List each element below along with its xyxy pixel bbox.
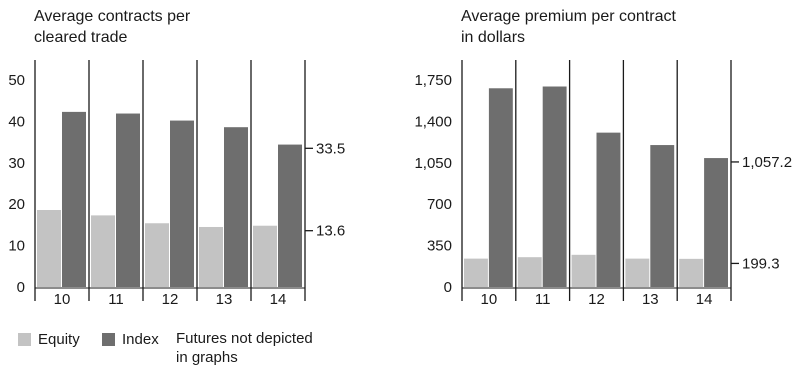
- contracts-x-tick-label: 13: [216, 291, 233, 308]
- contracts-x-tick-label: 11: [108, 291, 124, 308]
- premium-y-tick-label: 1,050: [414, 155, 452, 172]
- contracts-y-tick-label: 0: [17, 279, 25, 296]
- contracts-y-tick-label: 50: [8, 72, 25, 89]
- legend-item-equity: Equity: [18, 331, 80, 348]
- legend-note-line: Futures not depicted: [176, 330, 313, 347]
- contracts-x-tick-label: 14: [270, 291, 287, 308]
- premium-bar-equity: [625, 258, 650, 287]
- chart-title-line: Average contracts per: [34, 8, 191, 25]
- premium-bar-equity: [571, 254, 596, 287]
- contracts-bar-index: [224, 127, 248, 287]
- chart-title-line: Average premium per contract: [461, 8, 676, 25]
- premium-bar-equity: [464, 258, 488, 287]
- contracts-bar-index: [278, 144, 302, 287]
- chart-title-premium: Average premium per contract in dollars: [461, 6, 741, 48]
- contracts-annotation-label: 33.5: [316, 140, 345, 157]
- contracts-bar-index: [170, 120, 194, 288]
- premium-annotation-label: 1,057.2: [742, 154, 792, 171]
- premium-bar-index: [542, 86, 567, 288]
- contracts-x-tick-label: 10: [54, 291, 71, 308]
- premium-bar-equity: [679, 258, 704, 287]
- chart-title-line: in dollars: [461, 29, 526, 46]
- contracts-y-tick-label: 10: [8, 238, 25, 255]
- premium-x-tick-label: 13: [642, 291, 659, 308]
- premium-x-tick-label: 12: [588, 291, 605, 308]
- legend-note-line: in graphs: [176, 349, 238, 366]
- premium-x-tick-label: 14: [696, 291, 713, 308]
- premium-bar-index: [650, 145, 675, 287]
- premium-annotation-label: 199.3: [742, 255, 780, 272]
- premium-x-tick-label: 10: [481, 291, 498, 308]
- premium-bar-equity: [517, 257, 542, 287]
- premium-bar-index: [488, 88, 513, 287]
- contracts-y-tick-label: 40: [8, 113, 25, 130]
- premium-y-tick-label: 0: [444, 279, 452, 296]
- chart-title-contracts: Average contracts per cleared trade: [34, 6, 274, 48]
- legend-swatch-equity: [18, 333, 31, 346]
- contracts-y-tick-label: 20: [8, 196, 25, 213]
- premium-bar-index: [596, 132, 621, 287]
- legend-swatch-index: [102, 333, 115, 346]
- contracts-bar-equity: [199, 226, 223, 287]
- contracts-annotation-label: 13.6: [316, 223, 345, 240]
- premium-bar-index: [704, 158, 728, 287]
- premium-y-tick-label: 1,750: [414, 72, 452, 89]
- premium-y-tick-label: 700: [427, 196, 452, 213]
- legend-item-index: Index: [102, 331, 159, 348]
- chart-title-line: cleared trade: [34, 29, 128, 46]
- premium-x-tick-label: 11: [535, 291, 551, 308]
- contracts-bar-index: [62, 111, 86, 288]
- contracts-bar-equity: [37, 209, 61, 287]
- legend-label-equity: Equity: [38, 331, 80, 348]
- contracts-bar-equity: [91, 215, 115, 287]
- contracts-x-tick-label: 12: [162, 291, 179, 308]
- contracts-y-tick-label: 30: [8, 155, 25, 172]
- legend-note: Futures not depicted in graphs: [176, 329, 366, 367]
- contracts-bar-equity: [253, 225, 277, 287]
- premium-y-tick-label: 350: [427, 238, 452, 255]
- premium-y-tick-label: 1,400: [414, 113, 452, 130]
- legend-label-index: Index: [122, 331, 159, 348]
- contracts-bar-equity: [145, 223, 169, 287]
- contracts-bar-index: [116, 113, 140, 287]
